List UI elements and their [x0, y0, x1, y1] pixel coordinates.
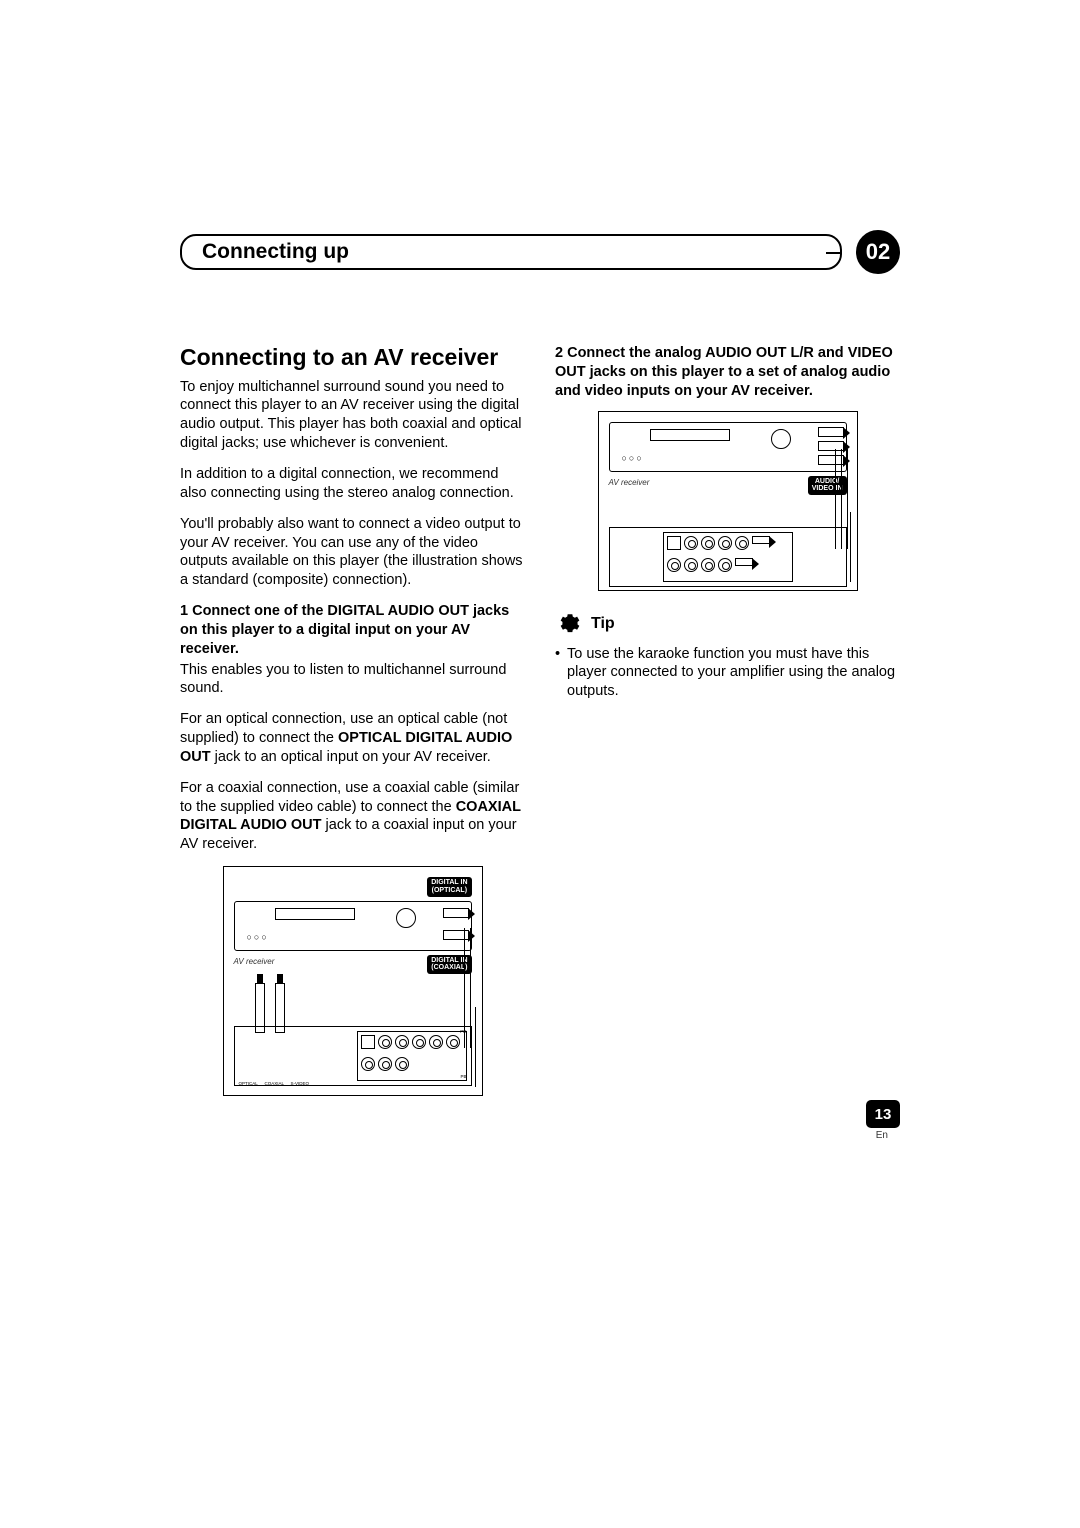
step-heading: 2 Connect the analog AUDIO OUT L/R and V… [555, 344, 900, 401]
gear-icon [555, 609, 585, 639]
chapter-title: Connecting up [180, 234, 842, 270]
digital-in-optical-label: DIGITAL IN (OPTICAL) [427, 877, 471, 896]
digital-in-coaxial-label: DIGITAL IN (COAXIAL) [427, 955, 471, 974]
paragraph: For an optical connection, use an optica… [180, 710, 525, 767]
section-heading: Connecting to an AV receiver [180, 344, 525, 372]
page-language: En [876, 1130, 888, 1141]
av-receiver-label: AV receiver [234, 957, 275, 966]
page-number: 13 [866, 1100, 900, 1128]
step-heading: 1 Connect one of the DIGITAL AUDIO OUT j… [180, 602, 525, 659]
paragraph: This enables you to listen to multichann… [180, 661, 525, 699]
av-receiver-label: AV receiver [609, 478, 650, 487]
chapter-number: 02 [856, 230, 900, 274]
tip-label: Tip [591, 615, 615, 633]
tip-text: To use the karaoke function you must hav… [555, 645, 900, 702]
chapter-header: Connecting up 02 [180, 230, 900, 274]
right-column: 2 Connect the analog AUDIO OUT L/R and V… [555, 344, 900, 1106]
paragraph: For a coaxial connection, use a coaxial … [180, 779, 525, 854]
player-rear-panel: OPTICAL COAXIAL S-VIDEO PR PB [234, 1026, 472, 1086]
left-column: Connecting to an AV receiver To enjoy mu… [180, 344, 525, 1106]
av-receiver-graphic: ○○○ [234, 901, 472, 951]
paragraph: To enjoy multichannel surround sound you… [180, 378, 525, 453]
tip-heading: Tip [555, 609, 900, 639]
connection-diagram-digital: DIGITAL IN (OPTICAL) ○○○ AV receiver DIG… [223, 866, 483, 1096]
av-receiver-graphic: ○○○ [609, 422, 847, 472]
paragraph: You'll probably also want to connect a v… [180, 515, 525, 590]
player-rear-panel [609, 527, 847, 587]
connection-diagram-analog: ○○○ AV receiver AUDIO/ VIDEO IN [598, 411, 858, 591]
paragraph: In addition to a digital connection, we … [180, 465, 525, 503]
